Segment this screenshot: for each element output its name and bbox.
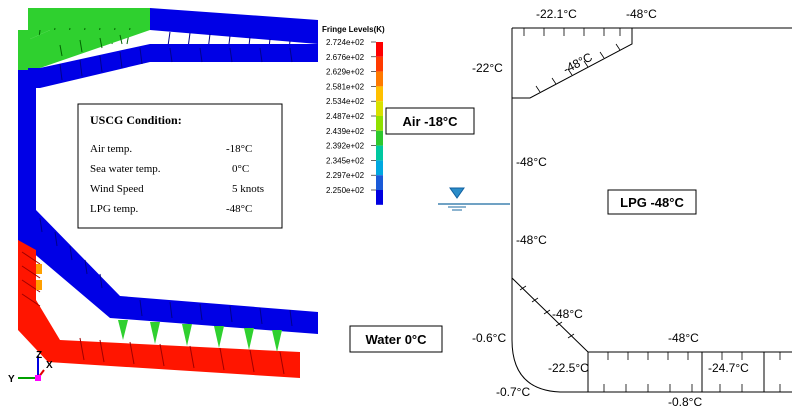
fe-model: [18, 8, 318, 378]
air-label: Air -18°C: [402, 114, 458, 129]
uscg-row-label: Sea water temp.: [90, 163, 161, 175]
water-label: Water 0°C: [365, 332, 427, 347]
lpg-box: LPG -48°C: [607, 189, 697, 215]
label-bottom-right: -24.7°C: [708, 361, 749, 375]
legend-level-label: 2.297e+02: [326, 171, 365, 180]
legend-swatch: [376, 130, 383, 146]
lpg-label: LPG -48°C: [620, 195, 684, 210]
section-sketch: [511, 27, 792, 393]
legend-swatch: [376, 190, 383, 205]
fringe-legend: Fringe Levels(K) 2.724e+02 2.676e+02 2.629…: [322, 25, 385, 205]
legend-swatch: [376, 71, 383, 87]
upper-inner-band: [28, 44, 318, 88]
outer-shell-lower: [18, 240, 300, 378]
legend-level-label: 2.724e+02: [326, 38, 365, 47]
legend-swatch: [376, 175, 383, 190]
legend-level-label: 2.534e+02: [326, 97, 365, 106]
legend-level-labels: 2.724e+02 2.676e+02 2.629e+02 2.581e+02 2.53…: [326, 38, 376, 195]
label-side-lower: -48°C: [516, 233, 547, 247]
label-top-left: -22°C: [472, 61, 503, 75]
uscg-row-label: Wind Speed: [90, 183, 144, 195]
water-box: Water 0°C: [349, 325, 443, 353]
axis-z-label: Z: [36, 350, 42, 361]
axis-y-label: Y: [8, 374, 15, 385]
legend-level-label: 2.629e+02: [326, 68, 365, 77]
uscg-title: USCG Condition:: [90, 113, 182, 127]
legend-level-label: 2.439e+02: [326, 127, 365, 136]
legend-swatch: [376, 145, 383, 161]
legend-level-label: 2.392e+02: [326, 142, 365, 151]
legend-title: Fringe Levels(K): [322, 25, 385, 34]
label-side-upper: -48°C: [516, 155, 547, 169]
legend-swatch: [376, 86, 383, 102]
label-keel-bottom: -0.8°C: [668, 395, 702, 409]
uscg-row-label: LPG temp.: [90, 203, 139, 215]
label-bilge-side: -0.6°C: [472, 331, 506, 345]
inner-side-wall: [18, 70, 36, 230]
legend-level-label: 2.345e+02: [326, 156, 365, 165]
label-bottom-left: -22.5°C: [548, 361, 589, 375]
side-shell-upper: [18, 30, 30, 70]
legend-swatch: [376, 160, 383, 176]
legend-level-label: 2.581e+02: [326, 82, 365, 91]
uscg-row-label: Air temp.: [90, 143, 132, 155]
deck-plate-green: [28, 8, 150, 40]
deck-plate-blue: [150, 8, 318, 44]
uscg-condition-box: USCG Condition: Air temp. -18°C Sea wate…: [77, 103, 283, 229]
label-bilge-hopper: -48°C: [552, 307, 583, 321]
uscg-row-value: -48°C: [226, 203, 252, 215]
legend-swatch: [376, 56, 383, 72]
label-top-center: -22.1°C: [536, 7, 577, 21]
wing-tank-slope: [28, 30, 150, 68]
uscg-row-value: 5 knots: [232, 183, 264, 195]
legend-swatch: [376, 42, 383, 57]
uscg-row-value: -18°C: [226, 143, 252, 155]
axis-x-label: X: [46, 360, 53, 371]
legend-level-label: 2.487e+02: [326, 112, 365, 121]
waterline-symbol: [438, 187, 510, 211]
legend-colorbar: [376, 42, 383, 205]
legend-swatch: [376, 116, 383, 131]
section-stiffener-ticks: [519, 28, 781, 392]
label-bottom-inner: -48°C: [668, 331, 699, 345]
air-box: Air -18°C: [385, 107, 475, 135]
legend-level-label: 2.676e+02: [326, 53, 365, 62]
hopper-slope: [18, 210, 318, 334]
label-top-right: -48°C: [626, 7, 657, 21]
label-keel-left: -0.7°C: [496, 385, 530, 399]
axis-triad: Z Y X: [8, 350, 53, 385]
legend-level-label: 2.250e+02: [326, 186, 365, 195]
legend-swatch: [376, 101, 383, 116]
section-labels: -22.1°C -48°C -22°C -48°C -48°C -48°C -4…: [472, 7, 749, 409]
uscg-row-value: 0°C: [232, 163, 249, 175]
